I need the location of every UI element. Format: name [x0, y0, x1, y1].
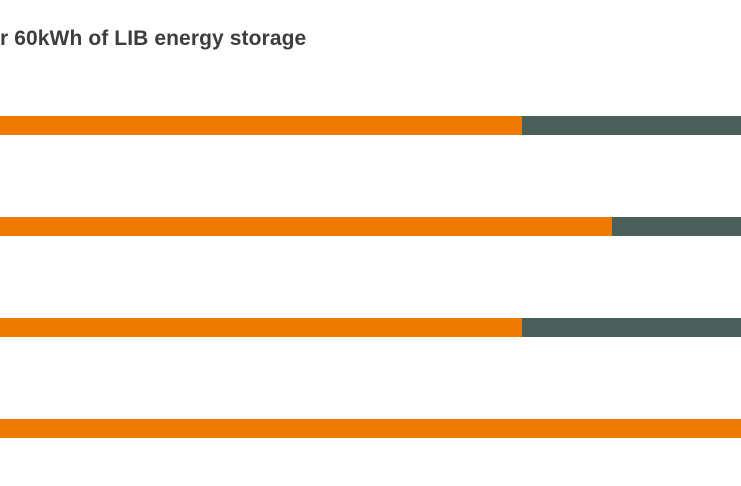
bar-1-segment-2 — [522, 116, 741, 135]
chart-title: r 60kWh of LIB energy storage — [0, 27, 307, 50]
bar-2-segment-2 — [612, 217, 741, 236]
bar-1-segment-1 — [0, 116, 522, 135]
bar-2-segment-1 — [0, 217, 612, 236]
bar-3-segment-2 — [522, 318, 741, 337]
bar-3-segment-1 — [0, 318, 522, 337]
bar-4-segment-1 — [0, 419, 741, 438]
